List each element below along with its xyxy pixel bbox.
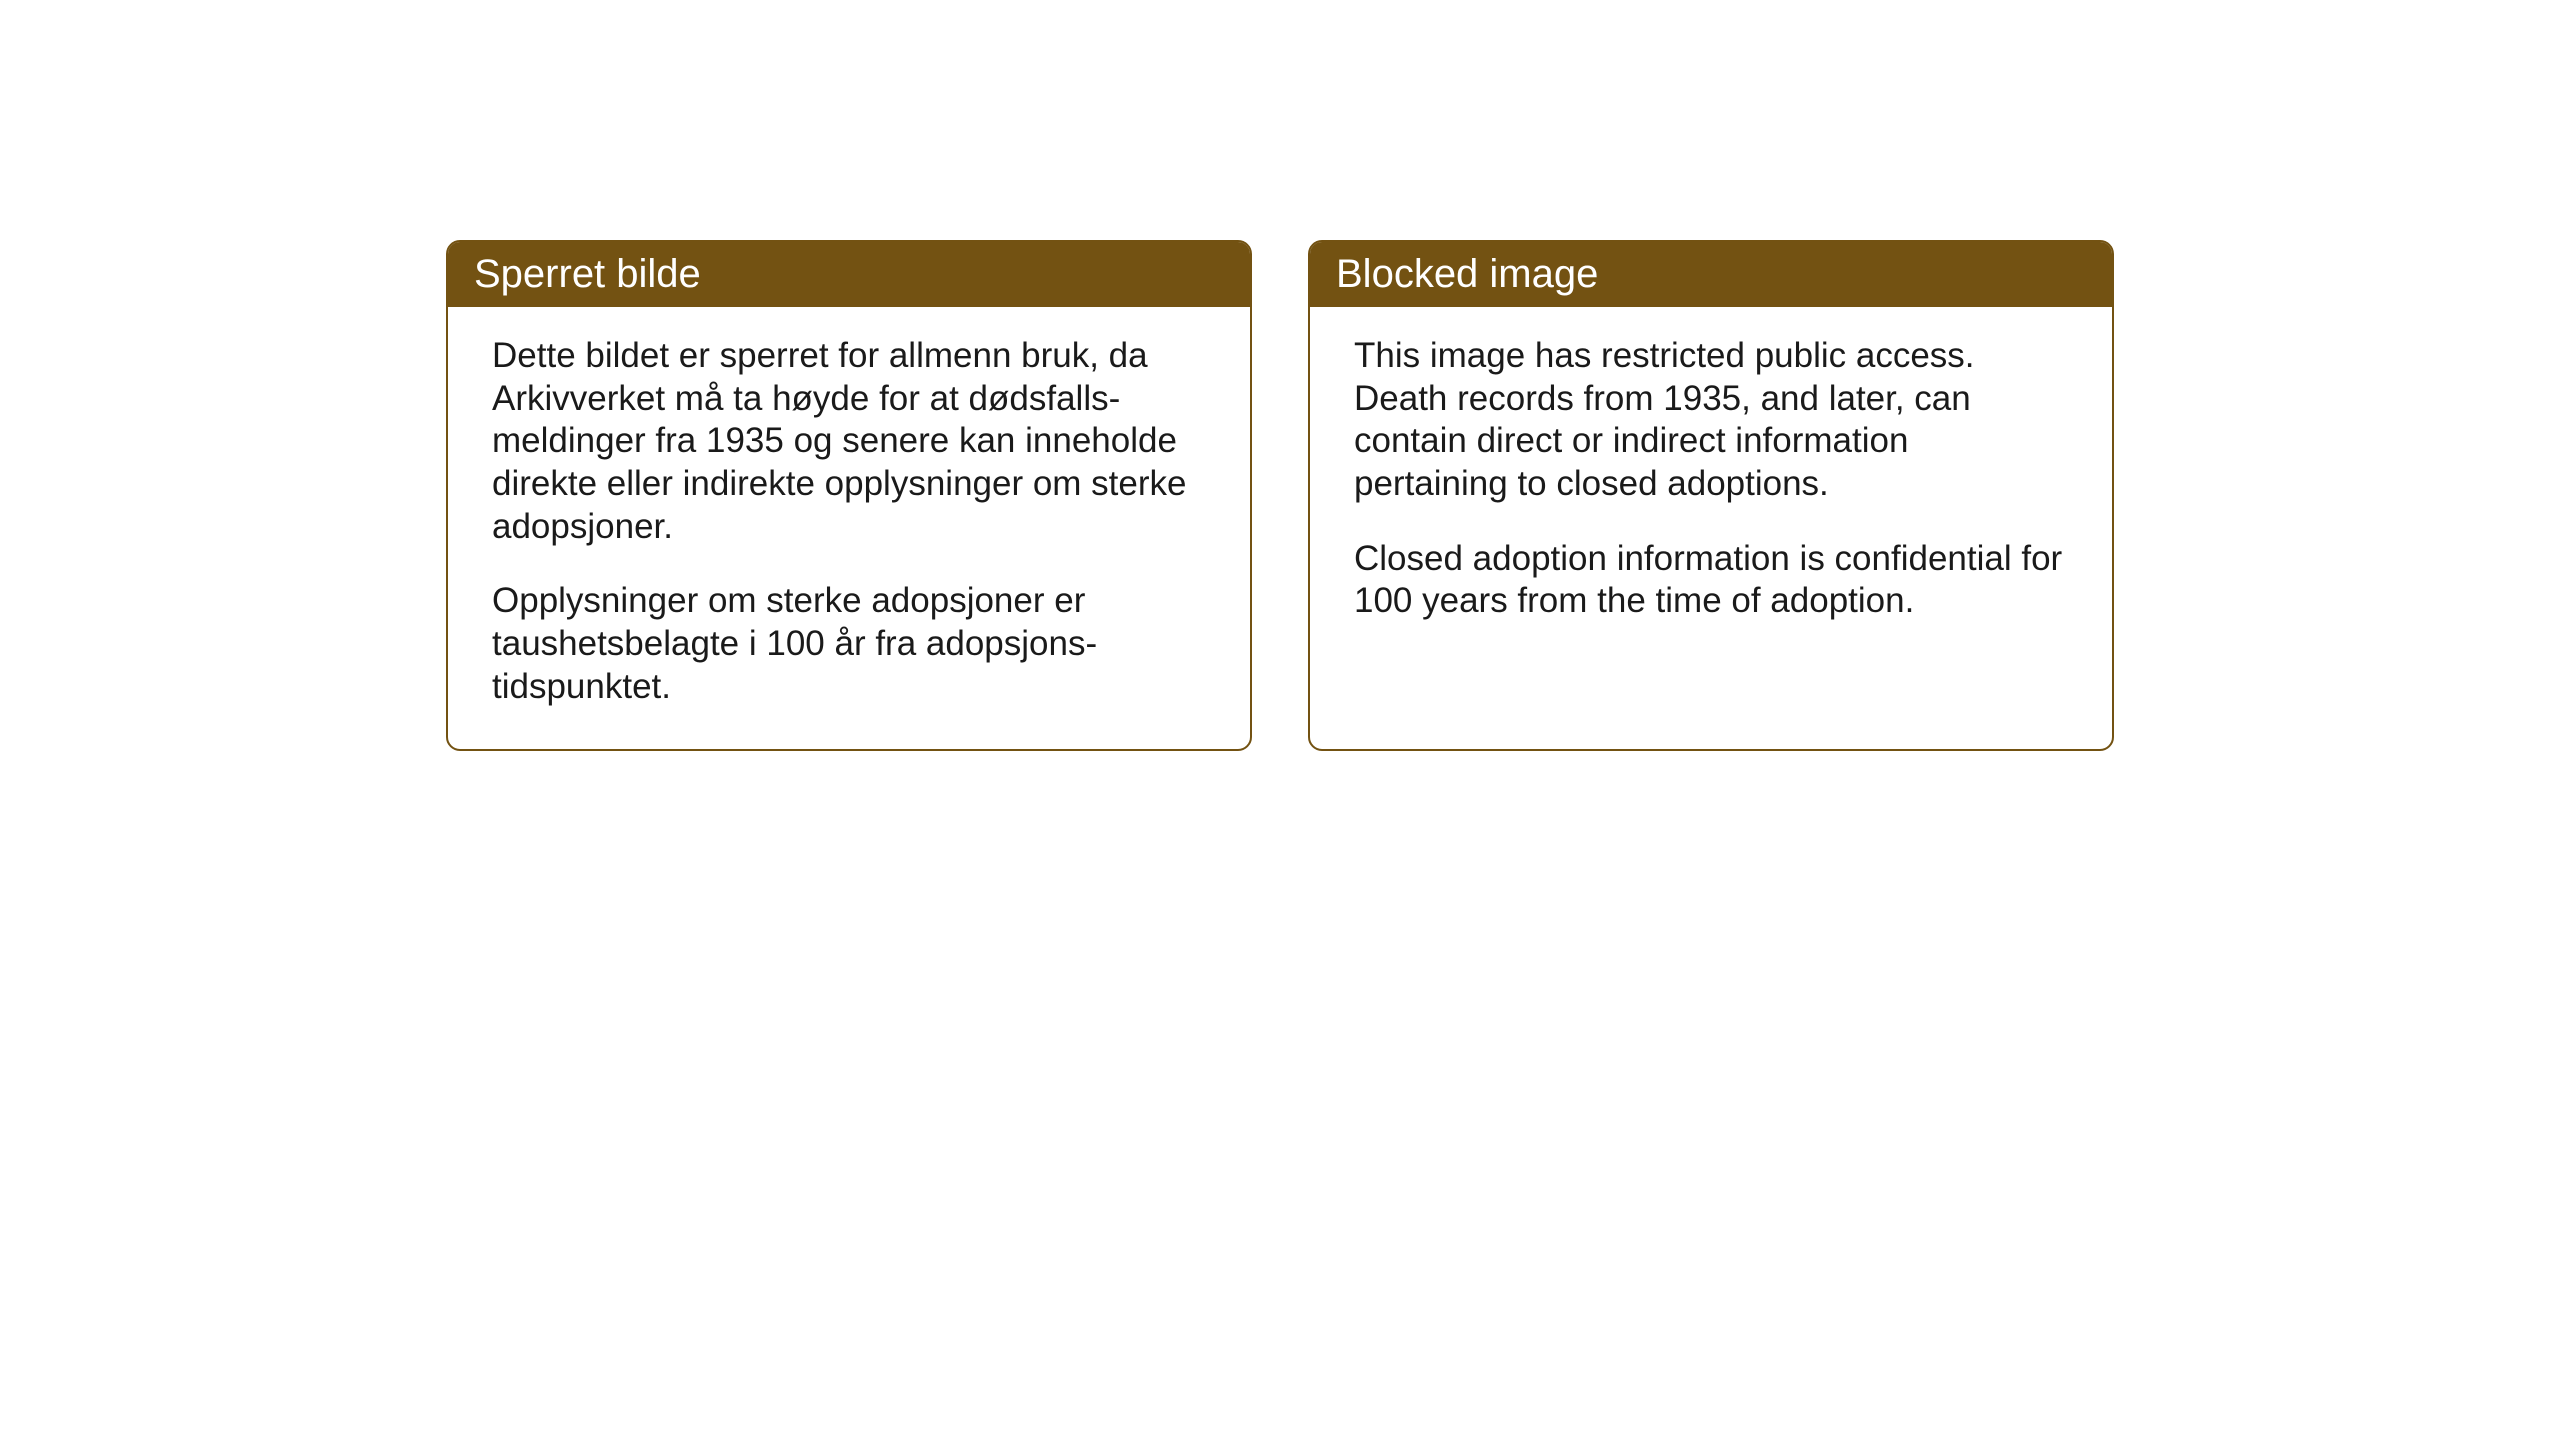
cards-container: Sperret bilde Dette bildet er sperret fo…	[446, 240, 2114, 751]
card-para1-english: This image has restricted public access.…	[1354, 335, 2068, 506]
card-title-norwegian: Sperret bilde	[474, 252, 701, 296]
card-body-norwegian: Dette bildet er sperret for allmenn bruk…	[448, 307, 1250, 749]
card-norwegian: Sperret bilde Dette bildet er sperret fo…	[446, 240, 1252, 751]
card-header-norwegian: Sperret bilde	[448, 242, 1250, 307]
card-header-english: Blocked image	[1310, 242, 2112, 307]
card-para2-english: Closed adoption information is confident…	[1354, 538, 2068, 623]
card-english: Blocked image This image has restricted …	[1308, 240, 2114, 751]
card-para2-norwegian: Opplysninger om sterke adopsjoner er tau…	[492, 580, 1206, 708]
card-body-english: This image has restricted public access.…	[1310, 307, 2112, 663]
card-title-english: Blocked image	[1336, 252, 1598, 296]
card-para1-norwegian: Dette bildet er sperret for allmenn bruk…	[492, 335, 1206, 548]
